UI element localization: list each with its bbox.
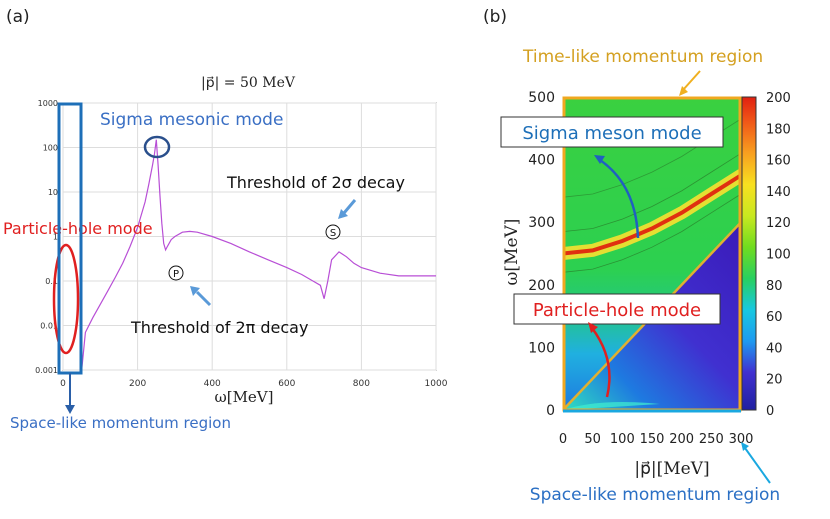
- x-tick-label: 150: [640, 432, 665, 447]
- particle-hole-arrow: [590, 327, 611, 398]
- y-tick-label: 0.001: [35, 366, 58, 375]
- ph-bright-region: [563, 402, 660, 410]
- x-tick-label: 600: [278, 379, 295, 389]
- particle-hole-label: Particle-hole mode: [3, 219, 153, 238]
- y-tick-label: 300: [528, 215, 555, 231]
- colorbar-tick-label: 200: [766, 91, 791, 106]
- threshold-sigma-arrow: [342, 199, 357, 214]
- colorbar-tick-label: 40: [766, 341, 783, 356]
- x-tick-label: 200: [669, 432, 694, 447]
- colorbar-ticks: 0 20 40 60 80 100 120 140 160 180 200: [766, 91, 791, 419]
- x-tick-label: 300: [729, 432, 754, 447]
- threshold-pi-arrow-head: [190, 286, 200, 296]
- y-tick-label: 400: [528, 153, 555, 169]
- threshold-pi-label: Threshold of 2π decay: [130, 318, 308, 337]
- chart-a-title: |p⃗| = 50 MeV: [201, 75, 296, 91]
- chart-b-y-label: ω[MeV]: [502, 219, 522, 286]
- chart-a-x-label: ω[MeV]: [214, 388, 273, 406]
- colorbar-tick-label: 120: [766, 216, 791, 231]
- y-tick-label: 0: [546, 403, 555, 419]
- y-tick-label: 100: [528, 340, 555, 356]
- y-tick-label: 200: [528, 278, 555, 294]
- sigma-mode-arrow-head: [594, 155, 605, 164]
- colorbar-tick-label: 100: [766, 248, 791, 263]
- colorbar-tick-label: 0: [766, 404, 774, 419]
- marker-s: S: [330, 228, 336, 239]
- x-tick-label: 0: [60, 379, 66, 389]
- sigma-ridge: [563, 173, 741, 256]
- threshold-sigma-arrow-head: [338, 209, 348, 219]
- colorbar-tick-label: 20: [766, 373, 783, 388]
- threshold-pi-arrow: [195, 290, 212, 307]
- particle-hole-ellipse: [52, 243, 80, 355]
- colorbar-tick-label: 160: [766, 154, 791, 169]
- sigma-mode-label: Sigma mesonic mode: [100, 110, 283, 130]
- panel-b: (b) Time-like momentum region 0100200300…: [483, 7, 791, 505]
- space-like-arrow-head: [65, 405, 75, 414]
- contour-line: [563, 152, 741, 232]
- marker-s-circle: [325, 224, 341, 240]
- x-tick-label: 1000: [425, 379, 448, 389]
- colorbar-tick-label: 180: [766, 122, 791, 137]
- sigma-mode-arrow: [599, 158, 640, 239]
- y-tick-label: 500: [528, 90, 555, 106]
- y-tick-label: 0.1: [45, 277, 58, 286]
- sigma-mode-box: [500, 116, 724, 148]
- marker-p: P: [173, 269, 179, 280]
- space-like-label-a: Space-like momentum region: [10, 414, 231, 432]
- contour-line: [563, 193, 741, 273]
- x-tick-label: 0: [559, 432, 567, 447]
- chart-b-y-ticks: 0 100 200 300 400 500: [528, 90, 555, 419]
- chart-a-x-ticks: 0 200 400 600 800 1000: [60, 379, 448, 389]
- time-like-arrow-head: [679, 86, 688, 96]
- panel-b-label: (b): [483, 7, 507, 27]
- chart-b-x-label: |p⃗|[MeV]: [634, 459, 709, 479]
- panel-a-label: (a): [6, 7, 30, 27]
- y-tick-label: 100: [43, 144, 58, 153]
- sigma-mode-label-b: Sigma meson mode: [522, 123, 701, 144]
- chart-b-x-ticks: 0 50 100 150 200 250 300: [559, 432, 754, 447]
- colorbar-tick-label: 140: [766, 185, 791, 200]
- threshold-sigma-label: Threshold of 2σ decay: [226, 173, 405, 192]
- colorbar-tick-label: 80: [766, 279, 783, 294]
- y-tick-label: 10: [48, 188, 58, 197]
- panel-a: (a) |p⃗| = 50 MeV 0.001 0.01 0.1 1 10 100 1000…: [3, 7, 448, 432]
- time-like-arrow: [682, 70, 701, 91]
- space-like-label-b: Space-like momentum region: [530, 485, 780, 505]
- y-tick-label: 1: [53, 233, 58, 242]
- y-tick-label: 1000: [38, 99, 58, 108]
- x-tick-label: 800: [353, 379, 370, 389]
- particle-hole-arrow-head: [588, 322, 598, 333]
- space-like-arrow-b: [744, 447, 771, 484]
- sigma-peak-circle: [143, 135, 171, 159]
- colorbar: [741, 96, 757, 411]
- marker-p-circle: [168, 265, 184, 281]
- time-like-label: Time-like momentum region: [522, 47, 763, 67]
- chart-a-y-ticks: 0.001 0.01 0.1 1 10 100 1000: [35, 99, 58, 375]
- particle-hole-box: [513, 293, 721, 325]
- x-tick-label: 200: [129, 379, 146, 389]
- particle-hole-label-b: Particle-hole mode: [533, 300, 701, 321]
- x-tick-label: 400: [204, 379, 221, 389]
- x-tick-label: 50: [584, 432, 601, 447]
- x-tick-label: 250: [699, 432, 724, 447]
- x-tick-label: 100: [610, 432, 635, 447]
- chart-a-series-line: [81, 139, 436, 370]
- space-like-arrow-head-b: [741, 442, 749, 451]
- y-tick-label: 0.01: [40, 322, 58, 331]
- colorbar-tick-label: 60: [766, 310, 783, 325]
